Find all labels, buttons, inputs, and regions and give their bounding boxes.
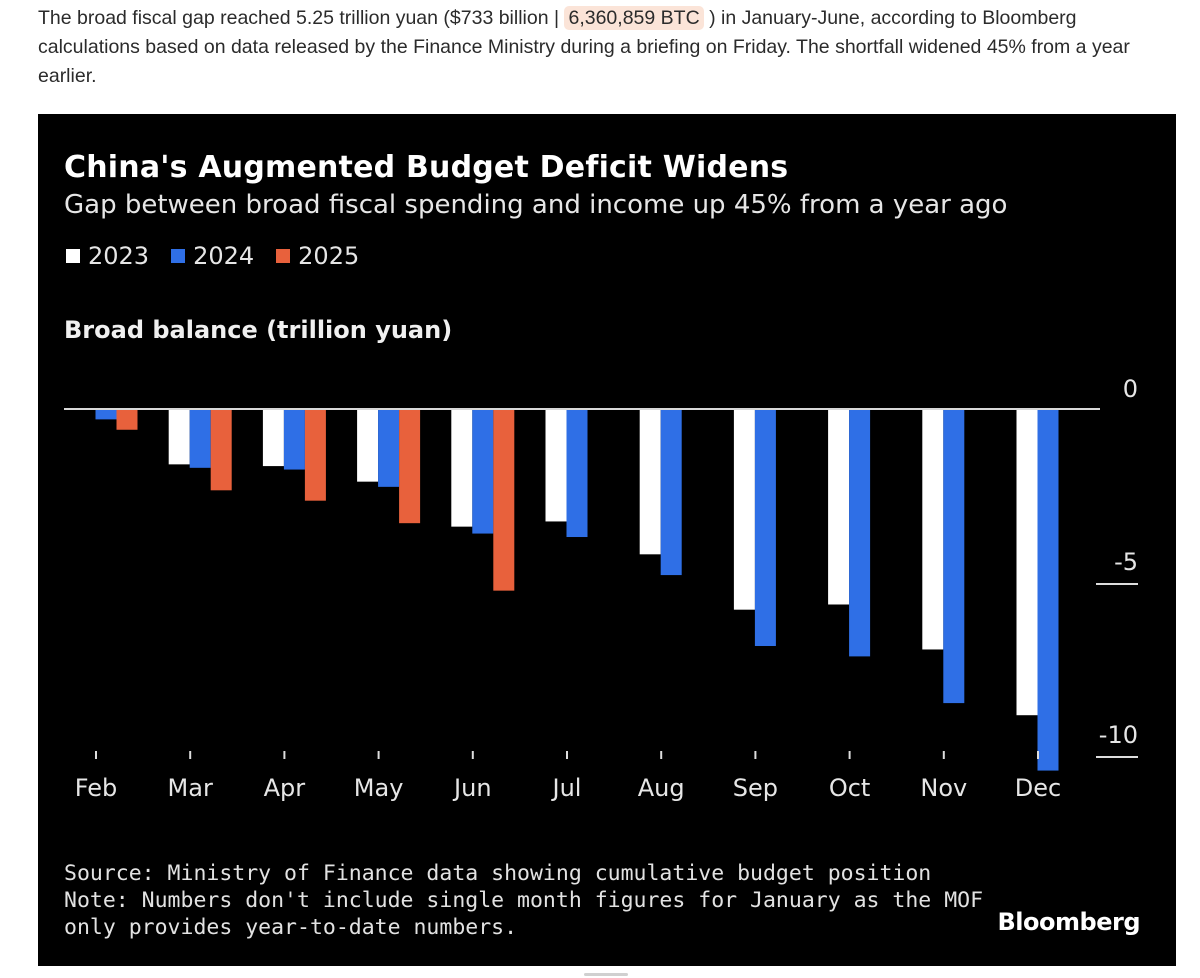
bar-2024-feb xyxy=(95,409,117,420)
x-tick-label-aug: Aug xyxy=(638,774,685,802)
btc-price-badge[interactable]: 6,360,859 BTC xyxy=(564,6,704,30)
bloomberg-logo: Bloomberg xyxy=(997,908,1141,936)
x-tick-label-oct: Oct xyxy=(829,774,871,802)
legend-label-2025: 2025 xyxy=(298,242,360,270)
bar-2025-jun xyxy=(493,409,515,591)
bar-2024-may xyxy=(378,409,400,487)
bar-2023-nov xyxy=(922,409,944,650)
legend-item-2024: 2024 xyxy=(171,242,254,270)
bar-2024-dec xyxy=(1037,409,1059,771)
scroll-indicator[interactable] xyxy=(584,973,628,976)
chart-subtitle: Gap between broad fiscal spending and in… xyxy=(64,190,1008,220)
chart-plot: Feb Mar Apr May Jun Jul Aug Sep Oct Nov Dec 0 -5 -10 xyxy=(64,375,1138,802)
y-tick-label-neg5: -5 xyxy=(1114,548,1138,576)
bar-2024-jul xyxy=(566,409,588,538)
bar-2024-oct xyxy=(849,409,871,657)
chart-y-axis-label: Broad balance (trillion yuan) xyxy=(64,316,453,344)
bar-2025-apr xyxy=(304,409,326,501)
chart-note-line-2: only provides year-to-date numbers. xyxy=(64,915,518,940)
legend-label-2024: 2024 xyxy=(193,242,255,270)
chart-legend: 2023 2024 2025 xyxy=(66,242,359,270)
legend-swatch-2024 xyxy=(171,249,186,263)
legend-swatch-2023 xyxy=(66,249,80,263)
chart-title: China's Augmented Budget Deficit Widens xyxy=(64,150,789,185)
chart-notes: Source: Ministry of Finance data showing… xyxy=(64,860,983,941)
x-tick-label-jun: Jun xyxy=(452,774,492,802)
bar-2024-mar xyxy=(189,409,211,468)
bar-2024-nov xyxy=(943,409,965,704)
legend-item-2025: 2025 xyxy=(276,242,359,270)
bottom-bar xyxy=(0,966,1200,978)
bar-2024-apr xyxy=(283,409,305,470)
chart-note-line-1: Note: Numbers don't include single month… xyxy=(64,888,984,913)
x-tick-label-sep: Sep xyxy=(733,774,778,802)
bar-2024-sep xyxy=(754,409,776,647)
x-tick-label-jul: Jul xyxy=(551,774,582,802)
bar-2024-aug xyxy=(660,409,682,576)
bar-2023-sep xyxy=(733,409,755,610)
bar-2023-dec xyxy=(1016,409,1038,716)
bar-2024-jun xyxy=(472,409,494,534)
bar-2023-may xyxy=(357,409,379,482)
bar-2025-feb xyxy=(116,409,138,430)
x-tick-label-dec: Dec xyxy=(1015,774,1061,802)
bar-2023-mar xyxy=(168,409,190,465)
x-tick-label-nov: Nov xyxy=(920,774,967,802)
legend-label-2023: 2023 xyxy=(88,242,150,270)
bar-2025-may xyxy=(399,409,421,524)
bar-2023-oct xyxy=(828,409,850,605)
article-text-before: The broad fiscal gap reached 5.25 trilli… xyxy=(38,7,560,29)
chart-source: Source: Ministry of Finance data showing… xyxy=(64,861,932,886)
y-tick-label-0: 0 xyxy=(1123,375,1138,403)
bar-2023-jul xyxy=(545,409,567,522)
article-paragraph: The broad fiscal gap reached 5.25 trilli… xyxy=(38,4,1168,91)
x-tick-label-apr: Apr xyxy=(264,774,306,802)
x-tick-label-may: May xyxy=(354,774,404,802)
bar-2023-apr xyxy=(262,409,284,467)
article-text-after: ) in January-June, according to Bloomber… xyxy=(38,7,1130,87)
bar-2023-jun xyxy=(451,409,473,527)
bar-2023-aug xyxy=(639,409,661,555)
chart-panel: China's Augmented Budget Deficit Widens … xyxy=(38,114,1176,966)
x-tick-label-mar: Mar xyxy=(168,774,213,802)
bar-2025-mar xyxy=(210,409,232,491)
legend-item-2023: 2023 xyxy=(66,242,149,270)
y-tick-label-neg10: -10 xyxy=(1099,721,1138,749)
x-tick-label-feb: Feb xyxy=(75,774,118,802)
legend-swatch-2025 xyxy=(276,249,291,263)
